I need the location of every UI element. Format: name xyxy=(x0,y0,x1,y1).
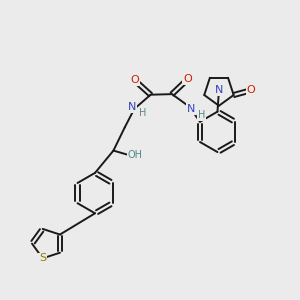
Text: O: O xyxy=(247,85,255,95)
Text: N: N xyxy=(215,85,223,95)
Text: S: S xyxy=(39,253,46,263)
Text: OH: OH xyxy=(128,150,143,160)
Text: O: O xyxy=(130,75,139,85)
Text: N: N xyxy=(128,102,136,112)
Text: N: N xyxy=(187,104,195,114)
Text: O: O xyxy=(183,74,192,84)
Text: H: H xyxy=(198,110,206,120)
Text: H: H xyxy=(139,108,146,118)
